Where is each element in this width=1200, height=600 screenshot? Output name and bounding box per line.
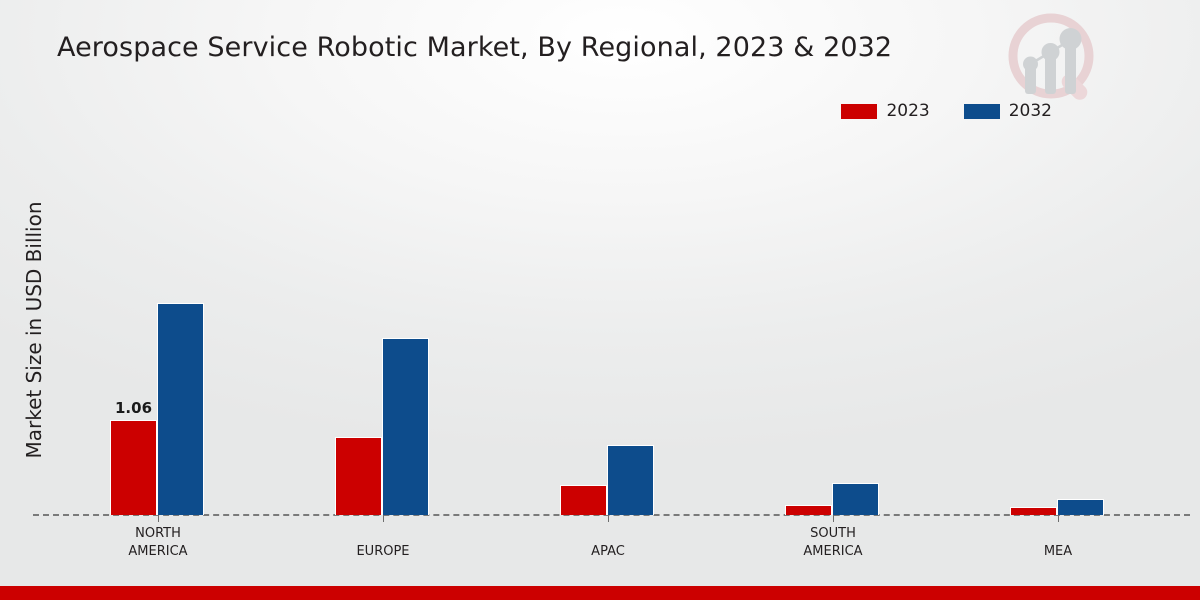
legend-label-2032: 2032 <box>1008 101 1052 121</box>
bar-2023-europe[interactable] <box>335 437 382 515</box>
x-axis-label-apac-line1: APAC <box>591 544 625 559</box>
legend-swatch-2023 <box>841 104 878 119</box>
x-axis-tick-north-america <box>158 515 159 522</box>
bar-2032-mea[interactable] <box>1057 499 1104 515</box>
legend-label-2023: 2023 <box>886 101 930 121</box>
chart-legend: 2023 2032 <box>841 103 1052 120</box>
bar-2023-mea[interactable] <box>1010 507 1057 515</box>
bar-group-mea: MEA <box>1010 115 1106 559</box>
bar-group-south-america: SOUTH AMERICA <box>785 115 881 559</box>
x-axis-label-north-america-line2: AMERICA <box>128 544 188 559</box>
legend-swatch-2032 <box>963 104 1000 119</box>
x-axis-baseline <box>33 514 1190 516</box>
bar-group-europe: EUROPE <box>335 115 431 559</box>
bar-group-north-america: 1.06 NORTH AMERICA <box>110 115 206 559</box>
x-axis-tick-mea <box>1058 515 1059 522</box>
bottom-accent-bar <box>0 586 1200 600</box>
x-axis-label-mea-line1: MEA <box>1043 544 1073 559</box>
x-axis-label-north-america: NORTH AMERICA <box>68 525 248 561</box>
x-axis-tick-europe <box>383 515 384 522</box>
x-axis-tick-apac <box>608 515 609 522</box>
bar-2032-europe[interactable] <box>382 338 429 515</box>
bar-value-label-north-america-2023: 1.06 <box>114 399 153 417</box>
x-axis-label-north-america-line1: NORTH <box>135 526 181 541</box>
legend-item-2023[interactable]: 2023 <box>841 101 930 121</box>
bar-2023-south-america[interactable] <box>785 505 832 515</box>
x-axis-label-europe: EUROPE <box>293 543 473 561</box>
bar-group-apac: APAC <box>560 115 656 559</box>
x-axis-label-apac: APAC <box>518 543 698 561</box>
x-axis-label-europe-line1: EUROPE <box>356 544 410 559</box>
x-axis-tick-south-america <box>833 515 834 522</box>
bar-2023-apac[interactable] <box>560 485 607 515</box>
bar-2032-apac[interactable] <box>607 445 654 515</box>
x-axis-label-south-america-line2: AMERICA <box>803 544 863 559</box>
x-axis-label-mea: MEA <box>968 543 1148 561</box>
x-axis-label-south-america-line1: SOUTH <box>810 526 856 541</box>
bar-2032-north-america[interactable] <box>157 303 204 515</box>
bar-2023-north-america[interactable]: 1.06 <box>110 399 157 515</box>
x-axis-label-south-america: SOUTH AMERICA <box>743 525 923 561</box>
legend-item-2032[interactable]: 2032 <box>963 101 1052 121</box>
page-title: Aerospace Service Robotic Market, By Reg… <box>57 32 893 63</box>
bar-2032-south-america[interactable] <box>832 483 879 515</box>
